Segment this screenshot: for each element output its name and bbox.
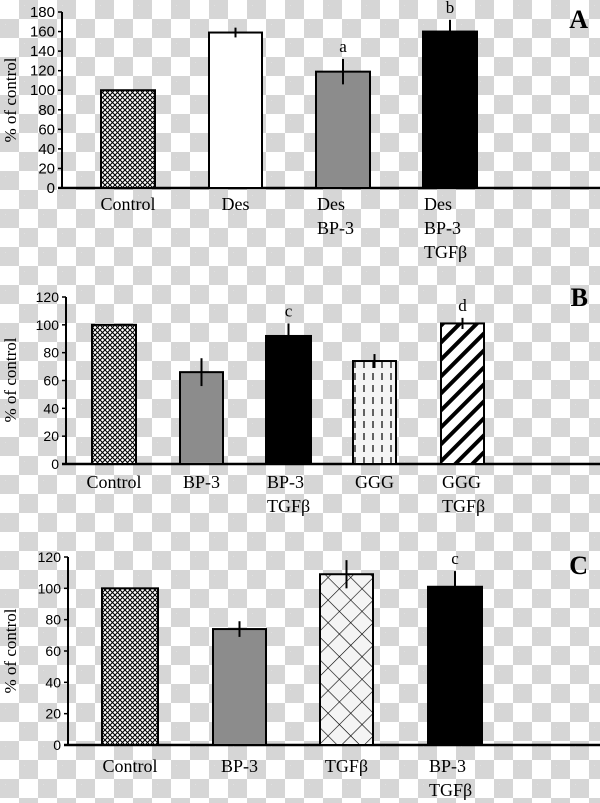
x-tick-label: GGG xyxy=(355,472,394,492)
bar xyxy=(319,573,374,746)
y-tick-label: 20 xyxy=(38,160,55,177)
x-tick-label: TGFβ xyxy=(429,780,472,800)
x-tick-label: GGG xyxy=(442,472,481,492)
y-tick-label: 80 xyxy=(45,612,61,628)
x-tick-label: TGFβ xyxy=(267,496,310,516)
significance-label: c xyxy=(285,301,293,320)
bar xyxy=(265,334,312,466)
x-tick-label: Control xyxy=(102,756,157,776)
bar xyxy=(101,587,159,746)
bar xyxy=(440,322,485,466)
x-tick-label: Des xyxy=(424,194,452,214)
y-tick-label: 40 xyxy=(43,400,59,416)
y-tick-label: 80 xyxy=(43,345,59,361)
panel-C: 0 20 40 60 80 100 120 % of control C Control BP-3 T… xyxy=(1,549,600,800)
y-tick-label: 20 xyxy=(45,706,61,722)
x-tick-label: BP-3 xyxy=(183,472,220,492)
y-tick-label: 100 xyxy=(38,580,62,596)
x-tick-label: BP-3 xyxy=(429,756,466,776)
significance-label: d xyxy=(458,296,467,315)
significance-label: b xyxy=(446,0,455,17)
y-tick-label: 0 xyxy=(51,456,59,472)
y-tick-label: 120 xyxy=(38,549,62,565)
y-tick-label: 60 xyxy=(45,643,61,659)
y-tick-label: 60 xyxy=(43,373,59,389)
y-tick-label: 40 xyxy=(45,674,61,690)
significance-label: c xyxy=(451,549,459,568)
x-tick-label: BP-3 xyxy=(221,756,258,776)
bar xyxy=(212,628,267,746)
bar xyxy=(315,70,371,189)
x-tick-label: TGFβ xyxy=(424,242,467,262)
panel-B: 0 20 40 60 80 100 120 % of control B Control BP-3 c… xyxy=(1,283,600,516)
bar xyxy=(422,30,478,189)
panel-letter: B xyxy=(571,283,588,312)
y-tick-label: 60 xyxy=(38,121,55,138)
x-tick-label: BP-3 xyxy=(424,218,461,238)
y-axis-label: % of control xyxy=(1,337,20,422)
y-tick-label: 80 xyxy=(38,102,55,119)
x-tick-label: Des xyxy=(222,194,250,214)
y-axis-label: % of control xyxy=(1,57,20,142)
x-tick-label: Des xyxy=(317,194,345,214)
bar xyxy=(100,89,156,189)
y-tick-label: 100 xyxy=(36,317,60,333)
panel-letter: C xyxy=(569,551,588,580)
significance-label: a xyxy=(339,37,347,56)
bar xyxy=(208,31,263,189)
y-axis-label: % of control xyxy=(1,608,20,693)
y-tick-label: 120 xyxy=(30,63,55,80)
bar xyxy=(352,360,397,465)
panel-letter: A xyxy=(569,5,588,34)
x-tick-label: BP-3 xyxy=(317,218,354,238)
x-tick-label: TGFβ xyxy=(325,756,368,776)
y-tick-label: 0 xyxy=(47,180,55,197)
bar xyxy=(427,585,483,746)
y-tick-label: 0 xyxy=(53,737,61,753)
x-tick-label: Control xyxy=(100,194,155,214)
x-tick-label: BP-3 xyxy=(267,472,304,492)
panel-A: 0 20 40 60 80 100 120 140 160 180 % of control A Con… xyxy=(1,0,600,262)
y-tick-label: 180 xyxy=(30,4,55,21)
y-tick-label: 100 xyxy=(30,82,55,99)
y-tick-label: 140 xyxy=(30,43,55,60)
y-tick-label: 160 xyxy=(30,24,55,41)
bar xyxy=(179,371,224,465)
x-tick-label: TGFβ xyxy=(442,496,485,516)
bar xyxy=(91,323,137,466)
y-tick-label: 120 xyxy=(36,289,60,305)
x-tick-label: Control xyxy=(86,472,141,492)
y-tick-label: 40 xyxy=(38,141,55,158)
y-tick-label: 20 xyxy=(43,428,59,444)
